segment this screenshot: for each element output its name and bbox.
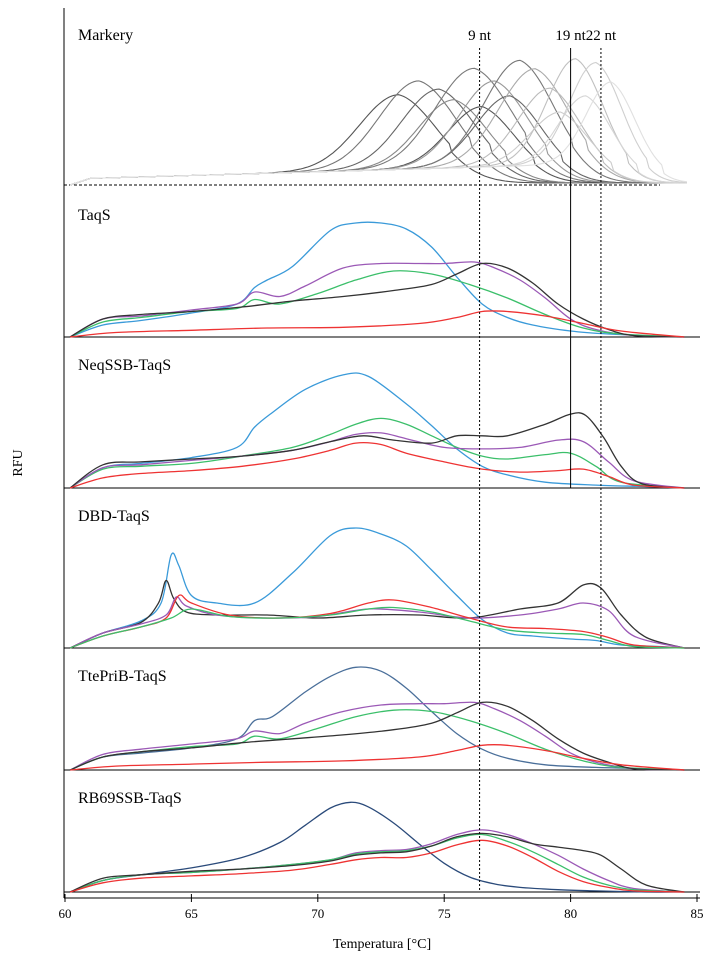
series-line-blue: [69, 372, 685, 489]
reference-label: 19 nt: [555, 28, 586, 44]
panel-title: DBD-TaqS: [78, 508, 150, 525]
series-line-green: [69, 606, 685, 649]
series-line-green: [69, 270, 685, 338]
series-line-red: [70, 310, 685, 338]
reference-label: 22 nt: [586, 28, 617, 44]
marker-curve: [69, 99, 687, 186]
series-line-red: [69, 594, 685, 649]
series-line-black: [69, 412, 685, 489]
marker-curve: [69, 95, 687, 186]
x-tick-label: 60: [59, 906, 72, 921]
panel-markery: Markery: [64, 27, 687, 186]
y-axis-label: RFU: [11, 449, 26, 476]
series-line-green: [69, 417, 685, 489]
series-line-purple: [69, 829, 685, 893]
panel-tteprib-taqs: TtePriB-TaqS: [64, 666, 700, 771]
marker-curve: [69, 95, 687, 186]
panel-title: TtePriB-TaqS: [78, 668, 167, 685]
series-line-black: [69, 701, 685, 771]
x-tick-label: 85: [691, 906, 704, 921]
series-line-blue: [69, 221, 685, 338]
panel-neqssb-taqs: NeqSSB-TaqS: [64, 357, 700, 489]
marker-curve: [69, 59, 687, 186]
x-tick-label: 75: [438, 906, 451, 921]
panel-taqs: TaqS: [64, 207, 700, 338]
panel-title: Markery: [78, 27, 133, 44]
marker-curve: [69, 61, 687, 186]
x-axis-label: Temperatura [°C]: [333, 937, 431, 952]
series-line-purple: [69, 261, 685, 338]
series-line-red: [69, 442, 685, 489]
x-tick-label: 65: [185, 906, 198, 921]
series-line-navy: [69, 801, 685, 893]
panel-title: RB69SSB-TaqS: [78, 790, 182, 807]
series-line-black: [69, 579, 685, 649]
marker-curve: [69, 81, 687, 186]
series-line-red: [70, 743, 685, 771]
marker-curve: [69, 80, 687, 186]
series-line-red: [69, 839, 685, 893]
series-line-purple: [69, 431, 685, 489]
series-line-purple: [69, 596, 685, 649]
panels-layer: Markery TaqS NeqSSB-TaqS DBD-TaqS TtePriB-Ta…: [64, 27, 700, 893]
panel-rb69ssb-taqs: RB69SSB-TaqS: [64, 790, 700, 893]
x-tick-label: 70: [311, 906, 324, 921]
marker-curve: [69, 94, 687, 186]
x-tick-label: 80: [564, 906, 577, 921]
panel-dbd-taqs: DBD-TaqS: [64, 508, 700, 649]
series-line-black: [69, 262, 685, 338]
panel-title: TaqS: [78, 207, 111, 224]
panel-title: NeqSSB-TaqS: [78, 357, 171, 374]
x-axis: 60 65 70 75 80 85: [59, 8, 704, 921]
series-line-green: [69, 833, 685, 893]
marker-curve: [69, 58, 687, 186]
series-line-black: [69, 832, 685, 893]
reference-label: 9 nt: [468, 28, 492, 44]
series-line-purple: [69, 701, 685, 771]
reference-lines-layer: 9 nt 19 nt 22 nt: [468, 28, 617, 892]
series-line-blue: [69, 527, 685, 649]
